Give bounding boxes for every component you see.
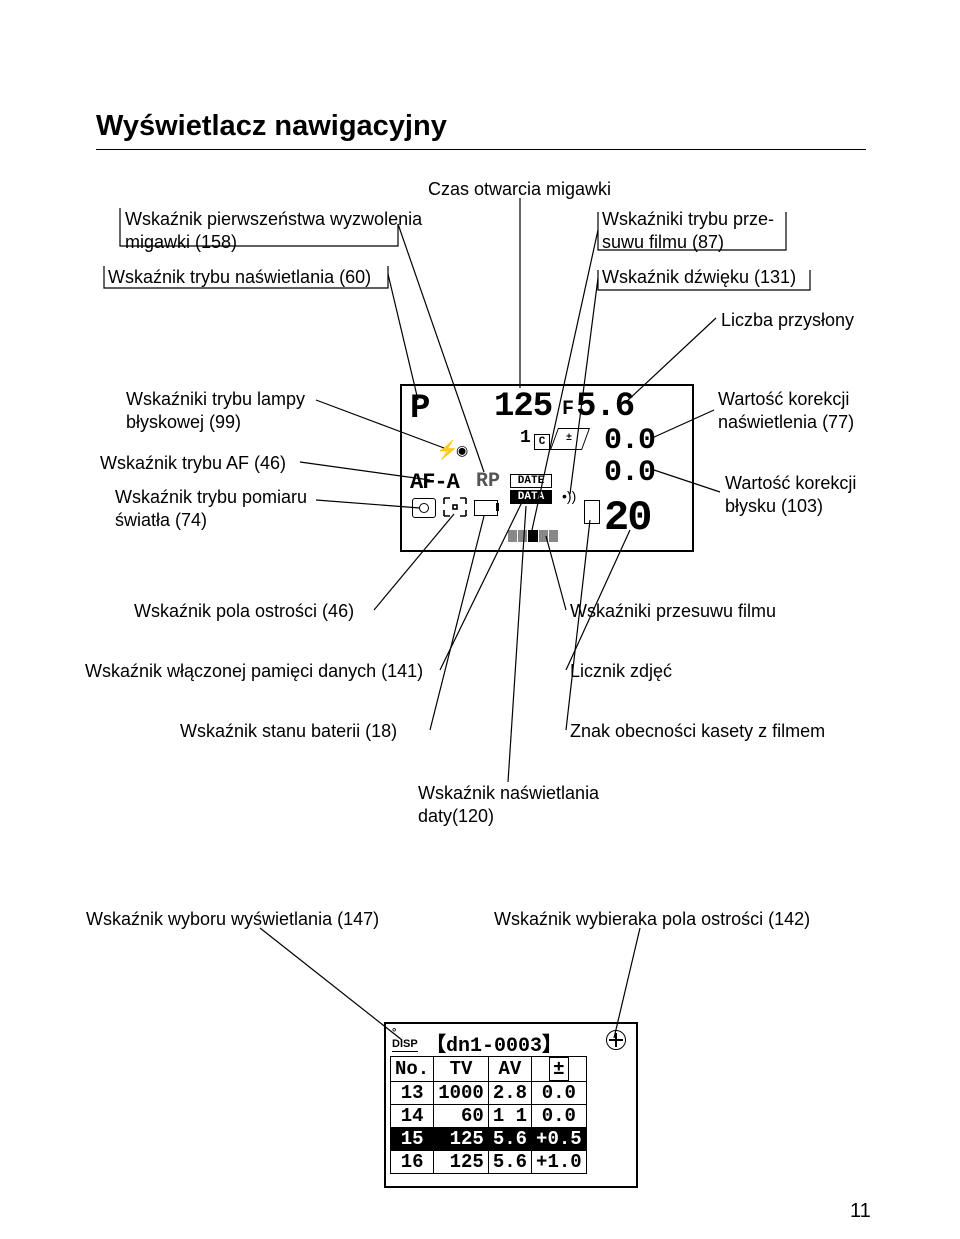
label-focus-selector: Wskaźnik wybieraka pola ostrości (142) [494,908,810,931]
label-shutter-time: Czas otwarcia migawki [428,178,611,201]
lcd2-selector-icon [606,1030,626,1056]
page-title: Wyświetlacz nawigacyjny [96,110,866,150]
lcd-af: AF-A [410,470,459,495]
dot-icon-1 [419,503,429,513]
lcd-c-box: C [534,434,550,450]
label-data-mem: Wskaźnik włączonej pamięci danych (141) [85,660,423,683]
lcd-exp-corr: 0.0 [604,424,655,458]
battery-nub-icon [496,503,499,511]
cassette-icon [584,500,600,524]
lcd-rp: RP [476,470,500,493]
label-film-advance2: Wskaźniki przesuwu filmu [570,600,776,623]
label-flash-corr: Wartość korekcji błysku (103) [725,472,856,517]
battery-icon [474,500,498,516]
lcd-f: F [562,398,574,421]
page-number: 11 [850,1200,871,1223]
label-date-imprint: Wskaźnik naświetlania daty(120) [418,782,599,827]
bars-icon [508,530,558,542]
label-aperture: Liczba przysłony [721,309,854,332]
lcd-counter: 20 [604,494,650,542]
lcd-date: DATE [510,474,552,488]
label-shutter-priority: Wskaźnik pierwszeństwa wyzwolenia migawk… [125,208,422,253]
label-af-mode: Wskaźnik trybu AF (46) [100,452,286,475]
lcd2-table: No.TVAV±1310002.80.014601 10.0151255.6+0… [390,1056,587,1174]
label-exposure-mode: Wskaźnik trybu naświetlania (60) [108,266,371,289]
label-focus-field: Wskaźnik pola ostrości (46) [134,600,354,623]
lcd-aperture: 5.6 [576,388,634,426]
label-cassette: Znak obecności kasety z filmem [570,720,825,743]
lcd-data: DATA [510,490,552,504]
eye-icon: ◉ [456,442,468,459]
page: Wyświetlacz nawigacyjny Czas otwarcia mi… [0,0,960,1239]
label-metering-mode: Wskaźnik trybu pomiaru światła (74) [115,486,307,531]
label-flash-mode: Wskaźniki trybu lampy błyskowej (99) [126,388,305,433]
label-frame-counter: Licznik zdjęć [570,660,672,683]
lcd-pm-box: ± [560,432,578,446]
lcd-p: P [410,390,430,428]
lcd-one: 1 [520,428,531,448]
lcd2-title: 【dn1-0003】 [426,1028,562,1058]
lcd-shutter: 125 [494,388,552,426]
lcd2-disp-icon: °DISP [392,1028,418,1053]
brackets-icon [442,496,468,518]
label-exp-corr: Wartość korekcji naświetlenia (77) [718,388,854,433]
label-display-select: Wskaźnik wyboru wyświetlania (147) [86,908,379,931]
label-sound: Wskaźnik dźwięku (131) [602,266,796,289]
lcd-flash-corr: 0.0 [604,456,655,490]
label-film-advance: Wskaźniki trybu prze- suwu filmu (87) [602,208,774,253]
sound-small-icon: •)) [562,488,576,504]
label-battery: Wskaźnik stanu baterii (18) [180,720,397,743]
